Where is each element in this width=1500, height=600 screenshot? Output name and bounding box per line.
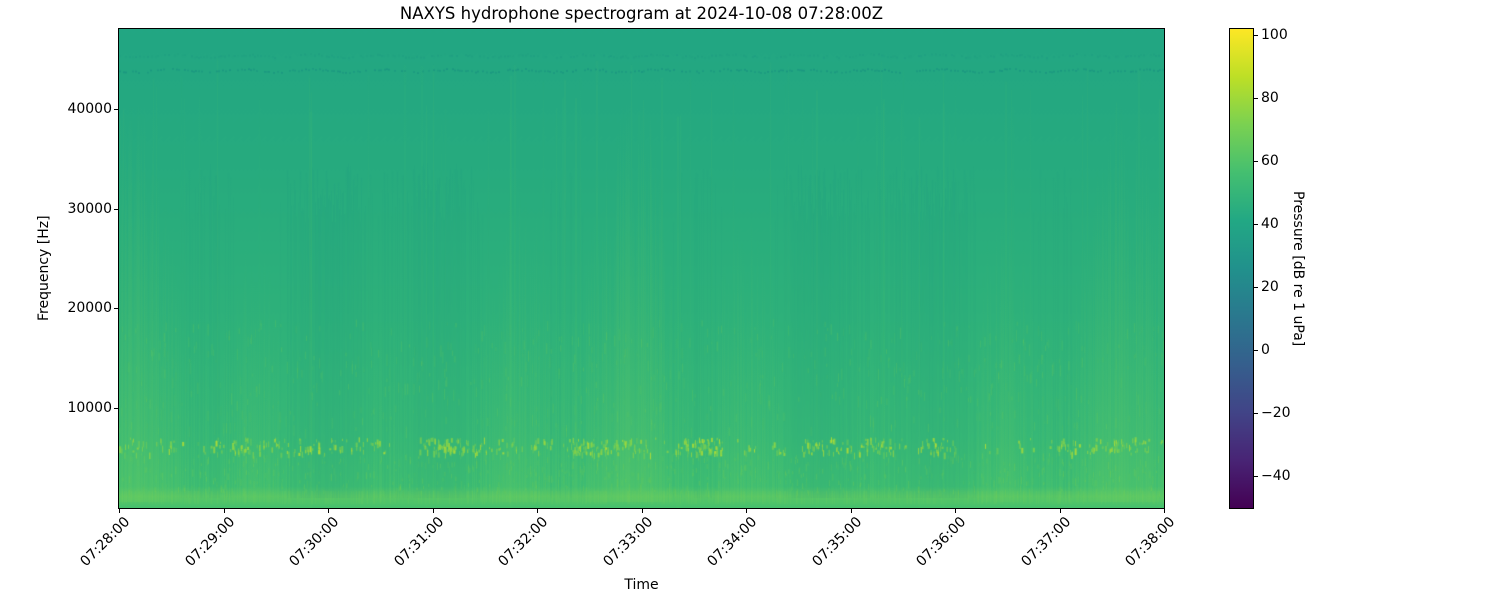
x-tick-label: 07:30:00 [286, 514, 343, 570]
x-tick-label: 07:35:00 [809, 514, 865, 570]
colorbar-tick-mark [1254, 287, 1258, 289]
y-tick-label: 20000 [67, 300, 112, 317]
x-tick-label: 07:32:00 [495, 514, 552, 570]
x-tick-mark [850, 509, 852, 513]
x-tick-mark [432, 509, 434, 513]
plot-area [118, 28, 1165, 509]
x-tick-label: 07:38:00 [1122, 514, 1179, 570]
colorbar-tick-label: −40 [1261, 468, 1291, 485]
x-tick-label: 07:31:00 [391, 514, 447, 570]
colorbar-tick-label: 80 [1261, 90, 1279, 107]
x-tick-mark [641, 509, 643, 513]
colorbar-tick-label: 100 [1261, 27, 1288, 44]
colorbar-tick-label: 60 [1261, 153, 1279, 170]
x-axis-label: Time [624, 577, 659, 593]
x-tick-mark [119, 509, 120, 513]
colorbar-tick-mark [1254, 224, 1258, 226]
x-tick-mark [955, 509, 956, 513]
x-tick-mark [1059, 509, 1061, 513]
x-tick-mark [328, 509, 329, 513]
colorbar-tick-label: 40 [1261, 216, 1279, 233]
y-tick-mark [114, 208, 118, 210]
x-tick-label: 07:36:00 [913, 514, 970, 570]
colorbar-tick-mark [1254, 476, 1258, 478]
y-tick-label: 10000 [67, 400, 112, 417]
colorbar-label: Pressure [dB re 1 uPa] [1290, 190, 1306, 347]
spectrogram-heatmap [119, 29, 1164, 508]
x-tick-label: 07:29:00 [182, 514, 238, 570]
x-tick-mark [1164, 509, 1165, 513]
y-tick-mark [114, 408, 118, 410]
x-tick-mark [223, 509, 225, 513]
y-tick-mark [114, 308, 118, 310]
x-tick-mark [537, 509, 538, 513]
colorbar [1229, 28, 1254, 509]
x-tick-label: 07:37:00 [1018, 514, 1074, 570]
chart-title: NAXYS hydrophone spectrogram at 2024-10-… [399, 4, 884, 23]
colorbar-tick-mark [1254, 35, 1258, 37]
y-axis-label: Frequency [Hz] [36, 215, 52, 322]
y-tick-mark [114, 108, 118, 110]
x-tick-label: 07:34:00 [704, 514, 761, 570]
x-tick-label: 07:33:00 [600, 514, 656, 570]
colorbar-gradient [1230, 29, 1253, 508]
colorbar-tick-label: −20 [1261, 405, 1291, 422]
colorbar-tick-mark [1254, 161, 1258, 163]
colorbar-tick-label: 0 [1261, 342, 1270, 359]
y-tick-label: 40000 [67, 100, 112, 117]
x-tick-label: 07:28:00 [77, 514, 134, 570]
colorbar-tick-label: 20 [1261, 279, 1279, 296]
y-tick-label: 30000 [67, 200, 112, 217]
colorbar-tick-mark [1254, 98, 1258, 100]
colorbar-tick-mark [1254, 413, 1258, 415]
colorbar-tick-mark [1254, 350, 1258, 352]
x-tick-mark [746, 509, 747, 513]
